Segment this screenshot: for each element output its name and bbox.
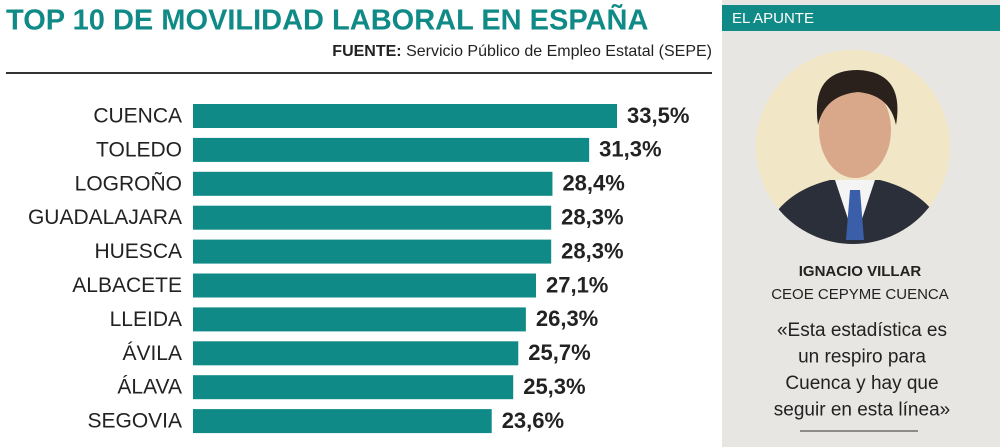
category-label: TOLEDO [96, 138, 182, 161]
category-label: ÁVILA [122, 342, 182, 365]
category-label: LLEIDA [110, 308, 182, 331]
person-role: CEOE CEPYME CUENCA [771, 286, 949, 303]
source-text: Servicio Público de Empleo Estatal (SEPE… [406, 43, 712, 60]
category-label: LOGROÑO [75, 171, 182, 195]
value-label: 26,3% [536, 306, 598, 331]
value-label: 23,6% [502, 408, 564, 433]
bar [193, 104, 617, 128]
quote-line: «Esta estadística es [777, 320, 947, 341]
value-label: 27,1% [546, 272, 608, 297]
quote-line: seguir en esta línea» [774, 400, 950, 421]
bars: CUENCA 33,5% TOLEDO 31,3% LOGROÑO 28,4% GUADAL… [28, 103, 689, 434]
bar [193, 137, 590, 162]
category-label: ÁLAVA [117, 376, 182, 399]
category-label: HUESCA [94, 240, 182, 263]
value-label: 28,3% [561, 238, 623, 263]
category-label: SEGOVIA [87, 410, 182, 433]
sidebar-header-bg [722, 5, 1000, 31]
source-label: FUENTE: [332, 43, 401, 60]
portrait [756, 50, 950, 244]
bar [193, 341, 519, 366]
chart-title: TOP 10 DE MOVILIDAD LABORAL EN ESPAÑA [6, 3, 648, 37]
bar [193, 375, 514, 400]
category-label: CUENCA [93, 105, 182, 128]
source: FUENTE: Servicio Público de Empleo Estat… [332, 43, 712, 60]
person-name: IGNACIO VILLAR [799, 263, 922, 280]
sidebar-header: EL APUNTE [732, 10, 814, 27]
value-label: 28,3% [561, 205, 623, 230]
bar [193, 307, 526, 332]
value-label: 28,4% [562, 171, 624, 196]
bar [193, 273, 536, 298]
quote-line: un respiro para [798, 347, 926, 368]
bar [193, 409, 492, 434]
bar [193, 239, 552, 264]
quote-line: Cuenca y hay que [785, 373, 938, 394]
value-label: 33,5% [627, 103, 689, 128]
bar [193, 171, 553, 196]
value-label: 25,3% [523, 374, 585, 399]
value-label: 31,3% [599, 137, 661, 162]
bar [193, 205, 552, 230]
value-label: 25,7% [528, 340, 590, 365]
quote: «Esta estadística es un respiro para Cuenc… [774, 320, 950, 421]
category-label: ALBACETE [72, 274, 182, 297]
category-label: GUADALAJARA [28, 206, 182, 229]
